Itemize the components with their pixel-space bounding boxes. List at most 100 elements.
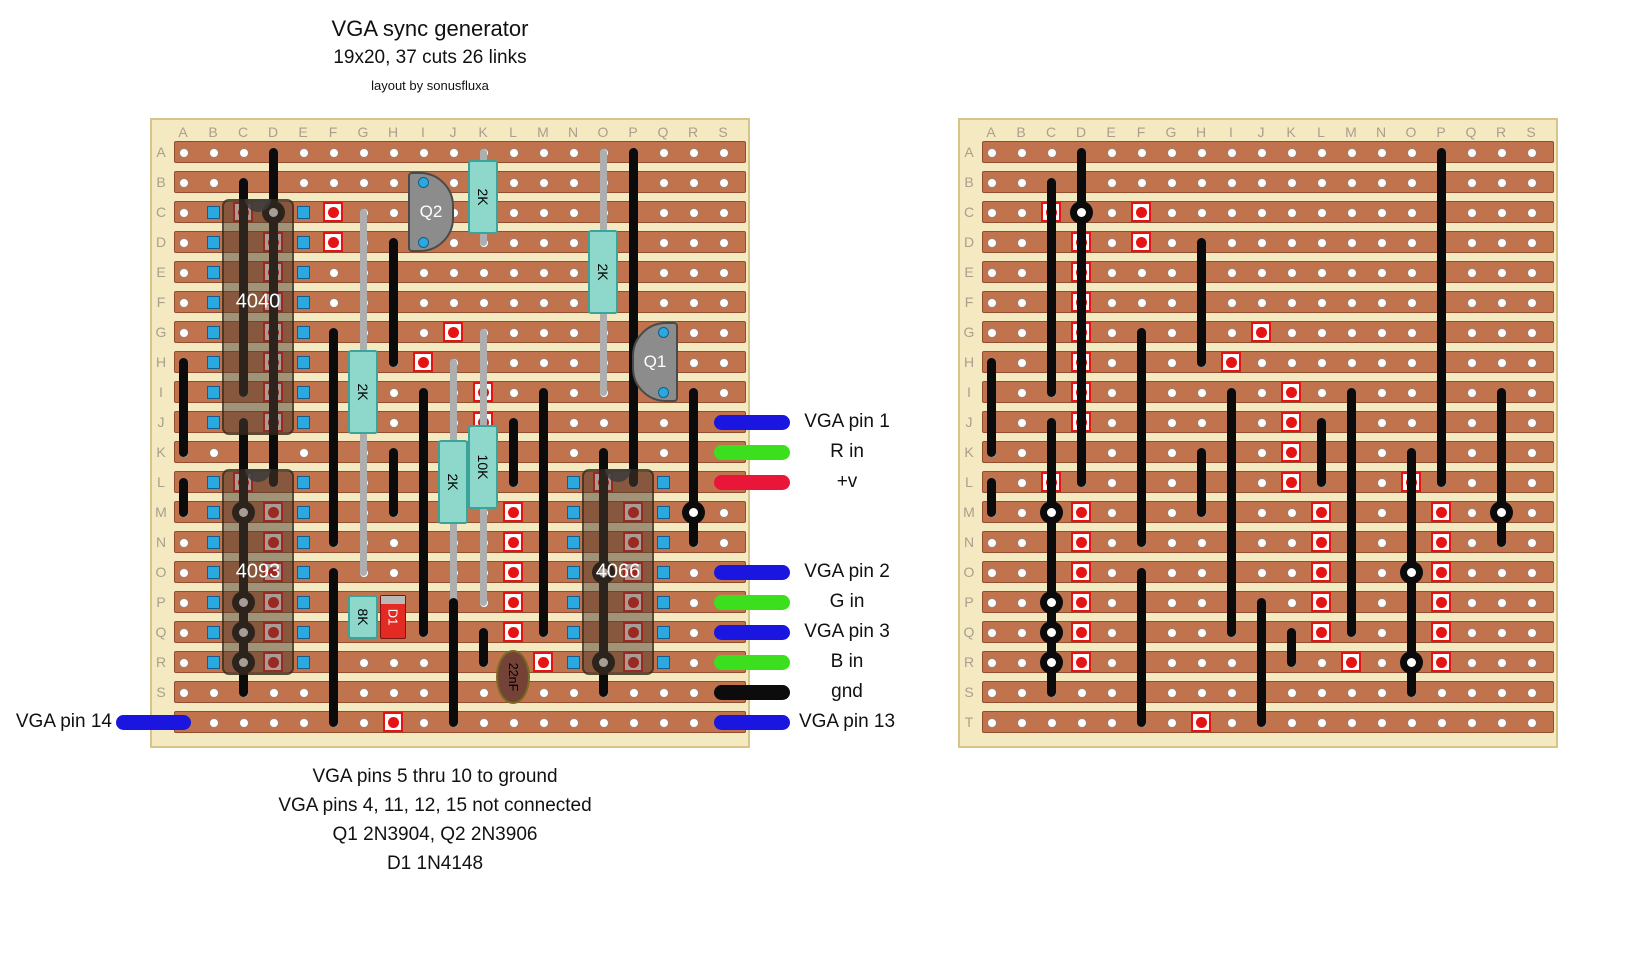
wire-link bbox=[328, 567, 338, 727]
strip-hole bbox=[689, 358, 699, 368]
strip-hole bbox=[1197, 208, 1207, 218]
strip-hole bbox=[1167, 448, 1177, 458]
strip-hole bbox=[1377, 508, 1387, 518]
strip-hole bbox=[1407, 388, 1417, 398]
strip-hole bbox=[689, 658, 699, 668]
ic-pin-pad bbox=[296, 505, 310, 519]
strip-hole bbox=[659, 688, 669, 698]
strip-hole bbox=[1077, 718, 1087, 728]
strip-hole bbox=[1467, 538, 1477, 548]
strip-hole bbox=[1107, 658, 1117, 668]
ic-pin-pad bbox=[566, 505, 580, 519]
row-header: H bbox=[963, 354, 975, 370]
strip-hole bbox=[1377, 388, 1387, 398]
strip-hole bbox=[1107, 508, 1117, 518]
strip-hole bbox=[569, 268, 579, 278]
strip-hole bbox=[987, 298, 997, 308]
ic-pin-pad bbox=[566, 535, 580, 549]
strip-hole bbox=[659, 448, 669, 458]
strip-hole bbox=[479, 298, 489, 308]
ic-pin-pad bbox=[206, 475, 220, 489]
strip-hole bbox=[1527, 508, 1537, 518]
strip-hole bbox=[1167, 418, 1177, 428]
trace-cut bbox=[503, 502, 523, 522]
strip-hole bbox=[329, 148, 339, 158]
strip-hole bbox=[1497, 298, 1507, 308]
strip-hole bbox=[1167, 298, 1177, 308]
wire-link bbox=[1316, 417, 1326, 487]
strip-hole bbox=[1017, 598, 1027, 608]
strip-hole bbox=[1467, 568, 1477, 578]
strip-hole bbox=[1527, 688, 1537, 698]
trace-cut bbox=[1431, 622, 1451, 642]
ic-pin-pad bbox=[296, 565, 310, 579]
strip-hole bbox=[1257, 388, 1267, 398]
strip-hole bbox=[1107, 598, 1117, 608]
strip-hole bbox=[419, 148, 429, 158]
strip-hole bbox=[1197, 688, 1207, 698]
strip-hole bbox=[1527, 448, 1537, 458]
strip-hole bbox=[1317, 268, 1327, 278]
strip-hole bbox=[1317, 178, 1327, 188]
wire-link bbox=[1046, 417, 1056, 517]
strip-hole bbox=[1017, 478, 1027, 488]
trace-cut bbox=[1251, 322, 1271, 342]
wire-link bbox=[598, 657, 608, 697]
strip-hole bbox=[1227, 178, 1237, 188]
row-header: O bbox=[155, 564, 167, 580]
column-header: K bbox=[478, 124, 488, 140]
strip-hole bbox=[239, 718, 249, 728]
ic-pin-pad bbox=[296, 625, 310, 639]
strip-hole bbox=[179, 208, 189, 218]
strip-hole bbox=[1347, 328, 1357, 338]
row-header: P bbox=[156, 594, 166, 610]
column-header: M bbox=[537, 124, 549, 140]
strip-hole bbox=[1107, 178, 1117, 188]
strip-hole bbox=[509, 388, 519, 398]
strip-hole bbox=[1197, 658, 1207, 668]
strip-hole bbox=[659, 208, 669, 218]
strip-hole bbox=[689, 718, 699, 728]
strip-hole bbox=[1257, 508, 1267, 518]
wire-link bbox=[1046, 627, 1056, 667]
row-header: J bbox=[157, 414, 165, 430]
column-header: C bbox=[237, 124, 249, 140]
strip-hole bbox=[1467, 208, 1477, 218]
strip-hole bbox=[1497, 238, 1507, 248]
strip-hole bbox=[1047, 718, 1057, 728]
trace-cut bbox=[1071, 562, 1091, 582]
link-junction bbox=[1039, 500, 1063, 524]
strip-hole bbox=[689, 688, 699, 698]
strip-hole bbox=[1497, 178, 1507, 188]
strip-hole bbox=[419, 268, 429, 278]
strip-hole bbox=[179, 688, 189, 698]
strip-hole bbox=[389, 568, 399, 578]
trace-cut bbox=[1281, 472, 1301, 492]
strip-hole bbox=[1167, 718, 1177, 728]
strip-hole bbox=[389, 658, 399, 668]
wire-link bbox=[388, 447, 398, 517]
wire-link bbox=[1496, 387, 1506, 517]
strip-hole bbox=[569, 328, 579, 338]
strip-hole bbox=[1467, 508, 1477, 518]
strip-hole bbox=[1497, 148, 1507, 158]
strip-hole bbox=[659, 238, 669, 248]
strip-hole bbox=[179, 328, 189, 338]
strip-hole bbox=[1347, 688, 1357, 698]
strip-hole bbox=[1227, 208, 1237, 218]
strip-hole bbox=[1467, 448, 1477, 458]
strip-hole bbox=[509, 358, 519, 368]
strip-hole bbox=[987, 718, 997, 728]
strip-hole bbox=[1137, 298, 1147, 308]
strip-hole bbox=[689, 238, 699, 248]
strip-hole bbox=[359, 658, 369, 668]
strip-hole bbox=[987, 148, 997, 158]
ic-pin-pad bbox=[206, 385, 220, 399]
link-junction bbox=[1489, 500, 1513, 524]
strip-hole bbox=[1107, 538, 1117, 548]
strip-hole bbox=[539, 718, 549, 728]
strip-hole bbox=[1467, 658, 1477, 668]
strip-hole bbox=[1377, 178, 1387, 188]
column-header: N bbox=[567, 124, 579, 140]
wire-link bbox=[1436, 147, 1446, 487]
